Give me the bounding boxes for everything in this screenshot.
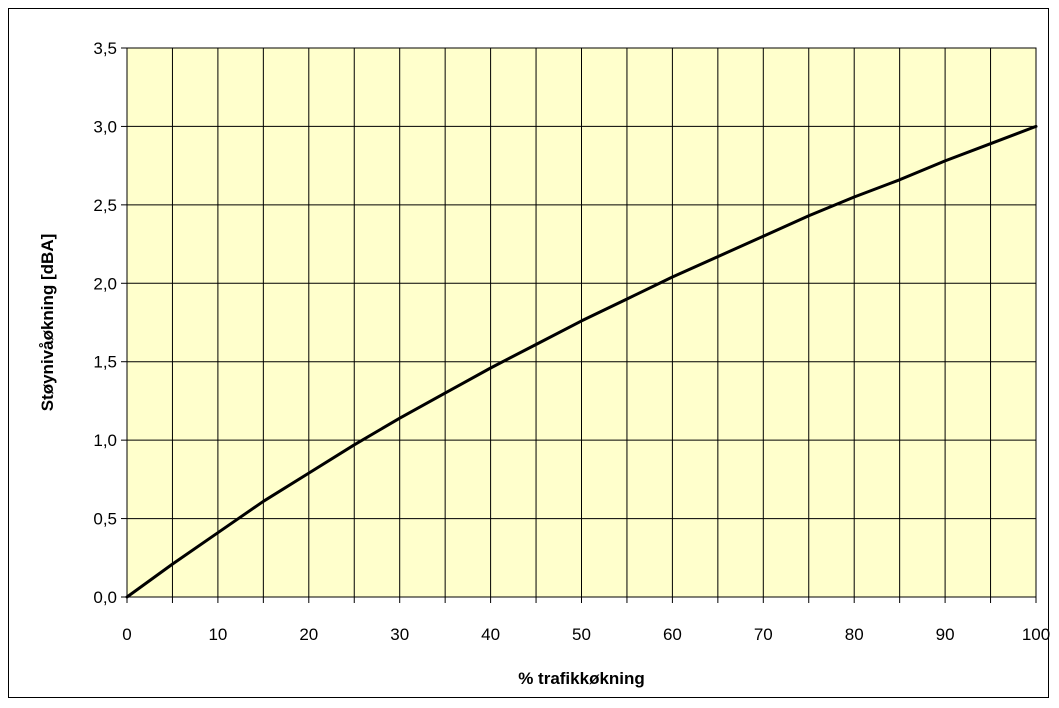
x-tick-label: 60 — [663, 625, 682, 644]
y-tick-label: 1,5 — [93, 353, 117, 372]
x-tick-label: 20 — [299, 625, 318, 644]
x-tick-label: 50 — [572, 625, 591, 644]
x-tick-labels: 0 10 20 30 40 50 60 70 80 90 100 — [122, 625, 1050, 644]
y-tick-label: 3,5 — [93, 39, 117, 58]
x-tick-label: 70 — [754, 625, 773, 644]
y-tick-label: 3,0 — [93, 117, 117, 136]
y-tick-label: 2,5 — [93, 196, 117, 215]
y-tick-labels: 0,0 0,5 1,0 1,5 2,0 2,5 3,0 3,5 — [93, 39, 117, 607]
x-tick-label: 100 — [1022, 625, 1050, 644]
y-tick-label: 0,5 — [93, 510, 117, 529]
y-axis-title: Støynivåøkning [dBA] — [38, 234, 57, 412]
x-tick-label: 0 — [122, 625, 131, 644]
y-tick-label: 1,0 — [93, 431, 117, 450]
series-line — [125, 124, 1038, 599]
x-tick-label: 40 — [481, 625, 500, 644]
y-tick-label: 2,0 — [93, 274, 117, 293]
x-tick-label: 10 — [208, 625, 227, 644]
x-axis-title: % trafikkøkning — [518, 669, 645, 688]
y-tick-label: 0,0 — [93, 588, 117, 607]
x-tick-label: 30 — [390, 625, 409, 644]
axes — [121, 47, 1037, 603]
series-group — [125, 124, 1038, 599]
x-tick-label: 80 — [845, 625, 864, 644]
x-tick-label: 90 — [936, 625, 955, 644]
